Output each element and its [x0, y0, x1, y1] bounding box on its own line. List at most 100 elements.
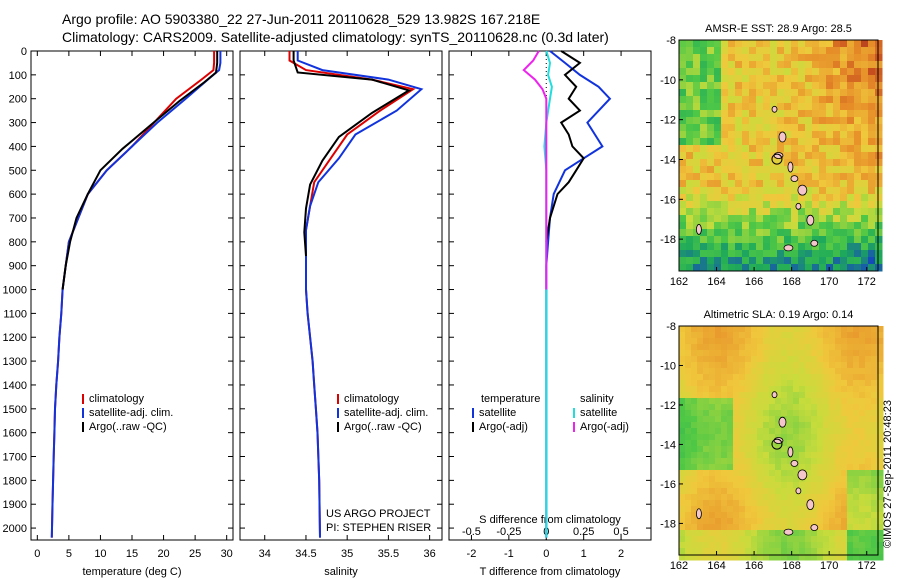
map-cell [735, 250, 743, 258]
map-cell [728, 173, 736, 181]
map-cell [756, 208, 764, 216]
map-cell [686, 229, 694, 237]
map-cell [847, 215, 855, 223]
map-cell [823, 506, 830, 513]
map-cell [840, 96, 848, 104]
map-cell [875, 201, 883, 209]
map-cell [686, 201, 694, 209]
map-cell [775, 458, 782, 465]
map-cell [799, 548, 806, 555]
map-cell [756, 194, 764, 202]
map-cell [715, 542, 722, 549]
map-cell [841, 554, 848, 561]
map-cell [763, 452, 770, 459]
map-cell [727, 464, 734, 471]
map-cell [854, 187, 862, 195]
map-cell [805, 488, 812, 495]
map-cell [793, 500, 800, 507]
map-cell [770, 194, 778, 202]
map-cell [763, 54, 771, 62]
map-cell [784, 131, 792, 139]
map-cell [757, 458, 764, 465]
map-cell [823, 518, 830, 525]
map-cell [749, 110, 757, 118]
map-y-tick-label: -10 [660, 360, 676, 372]
map-cell [847, 350, 854, 357]
map-cell [714, 159, 722, 167]
map-cell [703, 410, 710, 417]
map-cell [805, 75, 813, 83]
map-cell [679, 180, 687, 188]
map-cell [691, 446, 698, 453]
map-cell [757, 494, 764, 501]
map-cell [727, 494, 734, 501]
map-cell [865, 524, 872, 531]
map-cell [784, 138, 792, 146]
map-cell [812, 124, 820, 132]
map-cell [781, 506, 788, 513]
y-tick-label: 700 [9, 213, 27, 225]
map-cell [735, 89, 743, 97]
map-cell [793, 476, 800, 483]
map-cell [700, 47, 708, 55]
map-cell [685, 458, 692, 465]
map-cell [805, 440, 812, 447]
map-cell [749, 236, 757, 244]
map-cell [733, 488, 740, 495]
map-cell [739, 422, 746, 429]
map-cell [847, 243, 855, 251]
map-cell [859, 368, 866, 375]
map-cell [693, 110, 701, 118]
map-cell [769, 434, 776, 441]
map-cell [877, 440, 884, 447]
map-cell [727, 338, 734, 345]
map-cell [714, 96, 722, 104]
map-cell [781, 464, 788, 471]
map-cell [826, 229, 834, 237]
map-cell [787, 410, 794, 417]
map-cell [700, 222, 708, 230]
map-cell [697, 374, 704, 381]
map-cell [829, 518, 836, 525]
map-cell [847, 392, 854, 399]
map-cell [865, 464, 872, 471]
map-cell [811, 542, 818, 549]
map-cell [693, 47, 701, 55]
map-cell [877, 338, 884, 345]
map-cell [805, 264, 813, 272]
map-cell [777, 82, 785, 90]
map-cell [693, 243, 701, 251]
map-cell [871, 464, 878, 471]
map-cell [749, 152, 757, 160]
map-cell [823, 476, 830, 483]
map-cell [840, 103, 848, 111]
map-cell [833, 75, 841, 83]
map-cell [739, 398, 746, 405]
map-cell [763, 464, 770, 471]
map-cell [859, 434, 866, 441]
map-cell [715, 548, 722, 555]
map-cell [777, 103, 785, 111]
map-cell [769, 464, 776, 471]
map-cell [871, 404, 878, 411]
map-cell [787, 458, 794, 465]
map-cell [749, 68, 757, 76]
map-cell [777, 264, 785, 272]
map-cell [859, 350, 866, 357]
map-cell [757, 398, 764, 405]
map-cell [871, 488, 878, 495]
map-cell [791, 208, 799, 216]
map-cell [826, 201, 834, 209]
map-cell [721, 159, 729, 167]
map-cell [865, 380, 872, 387]
map-cell [865, 368, 872, 375]
map-cell [868, 215, 876, 223]
map-cell [721, 173, 729, 181]
map-cell [714, 40, 722, 48]
map-cell [805, 368, 812, 375]
map-y-tick-label: -10 [660, 75, 676, 87]
map-cell [835, 482, 842, 489]
map-cell [686, 243, 694, 251]
map-cell [739, 386, 746, 393]
map-cell [865, 542, 872, 549]
